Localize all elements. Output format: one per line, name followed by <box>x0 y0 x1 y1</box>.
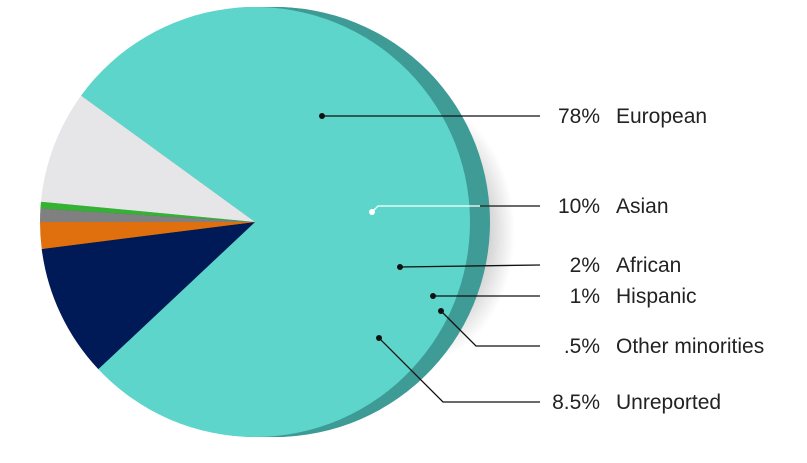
slice-name-label: Other minorities <box>616 335 764 358</box>
slice-percent-label: 10% <box>558 195 600 218</box>
leader-line <box>378 337 540 403</box>
slice-name-label: European <box>616 105 707 128</box>
callout-asian: 10% Asian <box>369 195 669 218</box>
slice-percent-label: 78% <box>558 105 600 128</box>
pie-slices <box>40 7 471 438</box>
leader-dot <box>397 264 403 270</box>
leader-dot <box>369 209 375 215</box>
slice-percent-label: 1% <box>570 285 600 308</box>
leader-line <box>440 310 540 347</box>
leader-dot <box>430 293 436 299</box>
slice-name-label: Asian <box>616 195 669 218</box>
slice-name-label: Hispanic <box>616 285 697 308</box>
slice-unreported <box>40 95 255 222</box>
leader-dot <box>376 335 382 341</box>
callout-other-minorities: .5% Other minorities <box>438 308 764 358</box>
slice-european <box>81 7 471 438</box>
leader-dot <box>319 113 325 119</box>
slice-other-minorities <box>40 201 255 222</box>
slice-percent-label: 8.5% <box>552 391 600 414</box>
slice-percent-label: 2% <box>570 254 600 277</box>
callout-african: 2% African <box>397 254 681 277</box>
slice-african <box>40 222 255 249</box>
slice-name-label: Unreported <box>616 391 721 414</box>
callout-unreported: 8.5% Unreported <box>376 335 721 414</box>
slice-hispanic <box>40 208 255 222</box>
slice-name-label: African <box>616 254 681 277</box>
leader-line <box>399 264 541 268</box>
leader-dot <box>438 308 444 314</box>
slice-percent-label: .5% <box>564 335 600 358</box>
callout-hispanic: 1% Hispanic <box>430 285 697 308</box>
callout-european: 78% European <box>319 105 707 128</box>
slice-asian <box>41 222 255 370</box>
